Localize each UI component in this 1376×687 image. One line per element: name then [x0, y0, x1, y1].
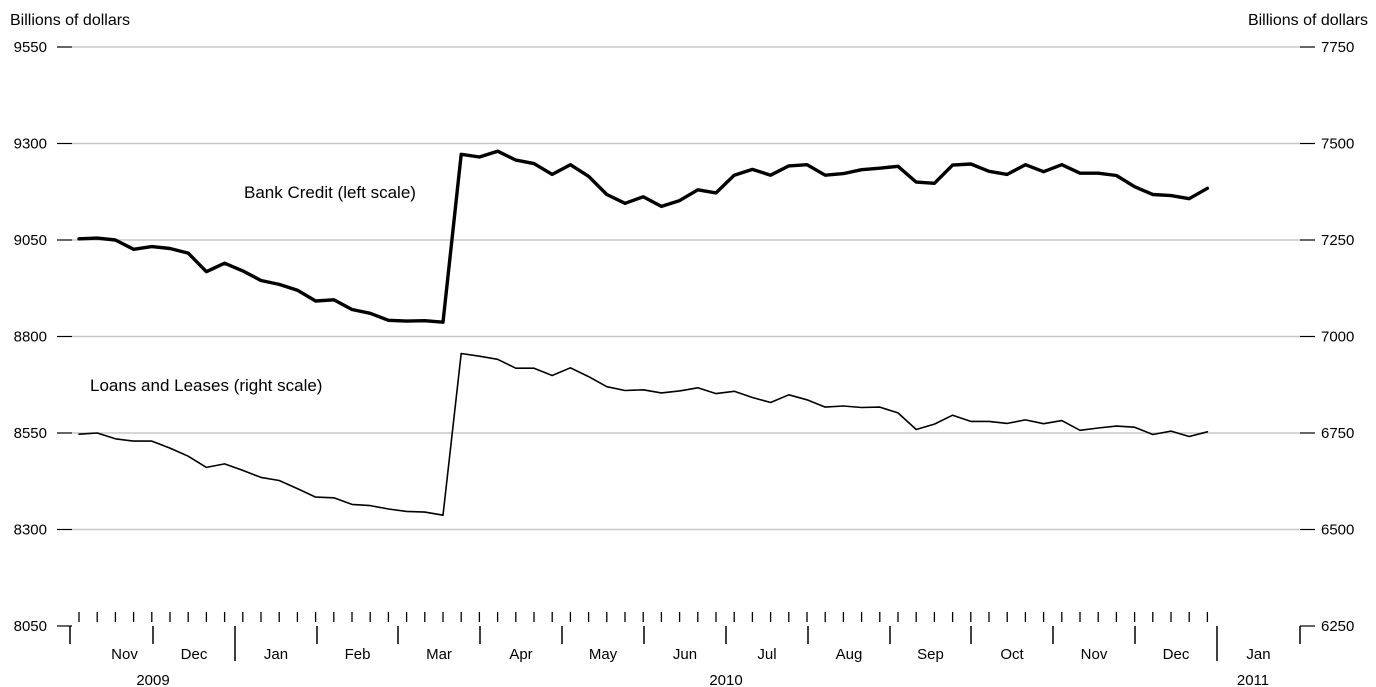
left-tick-label: 8800: [14, 329, 47, 346]
series-label-loans-leases: Loans and Leases (right scale): [90, 376, 322, 395]
right-tick-label: 7000: [1321, 329, 1354, 346]
series-label-bank-credit: Bank Credit (left scale): [244, 183, 416, 202]
year-label: 2010: [709, 672, 742, 687]
month-label: Mar: [426, 646, 452, 663]
month-label: Jan: [264, 646, 288, 663]
left-tick-label: 8050: [14, 618, 47, 635]
right-axis: 6250 6500 6750 7000 7250 7500 7750: [1300, 39, 1354, 635]
month-label: May: [589, 646, 618, 663]
year-label: 2011: [1237, 672, 1269, 687]
left-tick-label: 9300: [14, 136, 47, 153]
right-tick-label: 7750: [1321, 39, 1354, 56]
month-label: Oct: [1000, 646, 1024, 663]
left-tick-label: 9050: [14, 232, 47, 249]
left-tick-label: 8300: [14, 522, 47, 539]
right-tick-label: 6500: [1321, 522, 1354, 539]
left-tick-label: 9550: [14, 39, 47, 56]
year-label: 2009: [136, 672, 169, 687]
left-tick-label: 8550: [14, 425, 47, 442]
month-label: Nov: [111, 646, 138, 663]
month-label: Feb: [345, 646, 371, 663]
month-label: Nov: [1081, 646, 1108, 663]
month-label: Apr: [509, 646, 532, 663]
x-axis: Nov Dec Jan Feb Mar Apr May Jun Jul Aug Sep Oct Nov D…: [69, 612, 1301, 687]
month-label: Dec: [181, 646, 208, 663]
month-label: Jun: [673, 646, 697, 663]
series-line-loans-leases: [78, 352, 1209, 517]
right-tick-label: 6750: [1321, 425, 1354, 442]
right-axis-unit-label: Billions of dollars: [1248, 12, 1368, 29]
right-tick-label: 7500: [1321, 136, 1354, 153]
left-axis: 8050 8300 8550 8800 9050 9300 9550: [14, 39, 72, 635]
month-label: Jan: [1246, 646, 1270, 663]
month-label: Dec: [1163, 646, 1190, 663]
left-axis-unit-label: Billions of dollars: [10, 12, 130, 29]
right-tick-label: 7250: [1321, 232, 1354, 249]
month-label: Jul: [757, 646, 776, 663]
right-tick-label: 6250: [1321, 618, 1354, 635]
month-label: Sep: [917, 646, 944, 663]
series-lines: [77, 149, 1210, 517]
month-label: Aug: [836, 646, 863, 663]
series-line-bank-credit: [77, 149, 1210, 324]
gridlines: [72, 46, 1300, 531]
